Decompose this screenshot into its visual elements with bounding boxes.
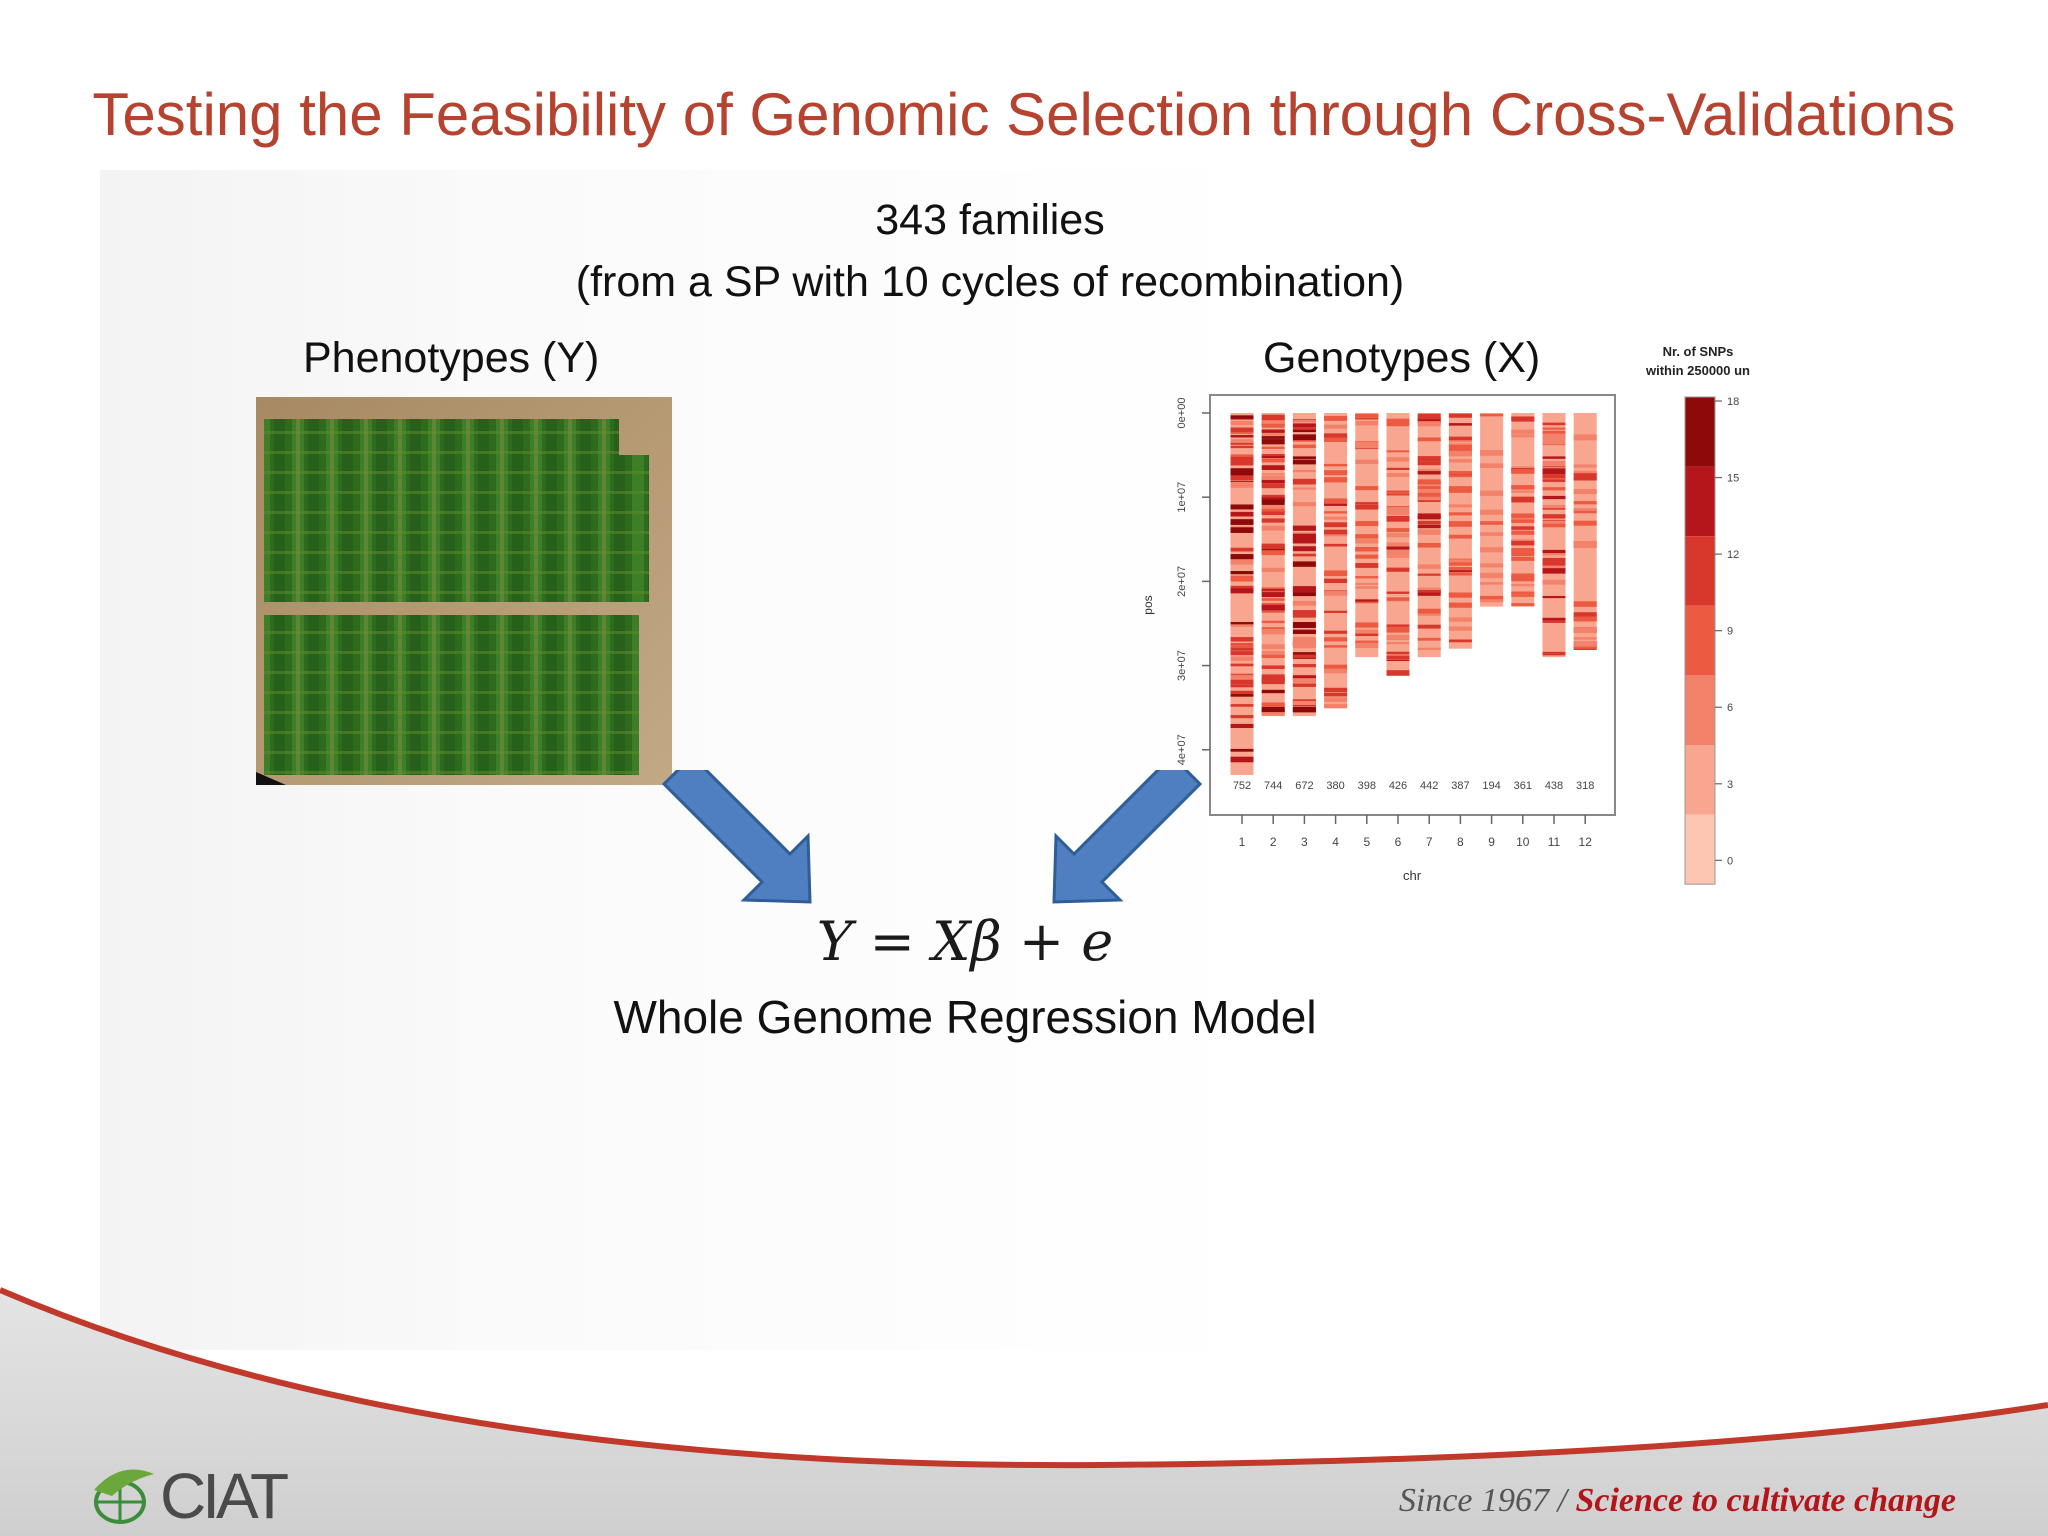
x-tick-label: 3 (1301, 835, 1308, 849)
model-label: Whole Genome Regression Model (613, 991, 1317, 1043)
legend-swatch (1685, 745, 1715, 815)
legend-tick-label: 3 (1727, 779, 1733, 791)
x-tick-label: 5 (1363, 835, 1370, 849)
y-tick-label: 3e+07 (1176, 650, 1188, 681)
legend-swatch (1685, 814, 1715, 885)
legend-tick-label: 15 (1727, 473, 1739, 485)
chromosome-bar (1355, 413, 1379, 658)
x-tick-label: 1 (1239, 835, 1246, 849)
arrow-left-icon (661, 770, 812, 904)
snp-count-label: 361 (1514, 780, 1532, 792)
chromosome-bar (1230, 413, 1254, 775)
genotypes-label: Genotypes (X) (1263, 334, 1541, 382)
legend: Nr. of SNPs within 250000 un 18 15 12 9 6 3 0 (1645, 344, 1750, 885)
legend-swatch (1685, 466, 1715, 537)
snp-count-labels: 752 744 672 380 398 426 442 387 194 361 438 318 (1233, 780, 1595, 792)
x-axis: 1 2 3 4 5 6 7 8 9 10 11 12 (1239, 815, 1593, 849)
legend-tick-label: 18 (1727, 396, 1739, 408)
chromosome-bar (1511, 413, 1535, 607)
snp-count-label: 194 (1482, 780, 1500, 792)
chromosome-bar (1292, 413, 1316, 717)
arrow-right-icon (1052, 770, 1203, 904)
legend-tick-label: 6 (1727, 702, 1733, 714)
subtitle-families: 343 families (875, 196, 1105, 244)
x-tick-label: 9 (1488, 835, 1495, 849)
snp-count-label: 380 (1326, 780, 1344, 792)
x-tick-label: 7 (1426, 835, 1433, 849)
chromosome-bars (1230, 413, 1597, 775)
x-tick-label: 12 (1579, 835, 1593, 849)
snp-count-label: 442 (1420, 780, 1438, 792)
logo-text: CIAT (160, 1460, 289, 1532)
chromosome-bar (1386, 413, 1410, 676)
legend-title-line1: Nr. of SNPs (1663, 344, 1734, 359)
arrows-layer (661, 770, 1203, 904)
x-tick-label: 4 (1332, 835, 1339, 849)
field-photo (256, 397, 672, 785)
ciat-logo: CIAT (90, 1460, 289, 1532)
field-plots-image (256, 397, 672, 785)
legend-swatch (1685, 605, 1715, 676)
regression-equation: Y = Xβ + e (816, 910, 1114, 973)
legend-swatch (1685, 536, 1715, 606)
y-tick-label: 4e+07 (1176, 734, 1188, 765)
chromosome-bar (1573, 413, 1597, 650)
x-tick-label: 8 (1457, 835, 1464, 849)
legend-swatch (1685, 675, 1715, 745)
y-tick-label: 2e+07 (1176, 566, 1188, 597)
y-axis-label: pos (1141, 595, 1155, 614)
phenotypes-label: Phenotypes (Y) (303, 334, 600, 382)
snp-count-label: 387 (1451, 780, 1469, 792)
x-tick-label: 11 (1548, 835, 1561, 849)
snp-count-label: 398 (1358, 780, 1376, 792)
y-tick-label: 0e+00 (1176, 398, 1188, 429)
y-axis: 0e+00 1e+07 2e+07 3e+07 4e+07 (1176, 398, 1210, 765)
legend-tick-label: 12 (1727, 549, 1739, 561)
tagline-prefix: Since 1967 / (1398, 1482, 1576, 1519)
chromosome-bar (1542, 413, 1566, 658)
chromosome-bar (1448, 413, 1472, 649)
x-tick-label: 6 (1395, 835, 1402, 849)
y-tick-label: 1e+07 (1176, 482, 1188, 513)
legend-swatch (1685, 397, 1715, 467)
snp-count-label: 438 (1545, 780, 1563, 792)
legend-tick-label: 0 (1727, 855, 1733, 867)
legend-title-line2: within 250000 un (1645, 363, 1750, 378)
slide-title: Testing the Feasibility of Genomic Selec… (92, 81, 1956, 148)
chromosome-bar (1261, 413, 1285, 717)
legend-tick-label: 9 (1727, 626, 1733, 638)
ciat-leaf-globe-icon (94, 1469, 154, 1524)
tagline: Since 1967 / Science to cultivate change (1399, 1482, 1956, 1520)
snp-count-label: 744 (1264, 780, 1282, 792)
chromosome-bar (1417, 413, 1441, 658)
snp-count-label: 318 (1576, 780, 1594, 792)
x-tick-label: 2 (1270, 835, 1277, 849)
x-tick-label: 10 (1516, 835, 1530, 849)
tagline-emphasis: Science to cultivate change (1575, 1482, 1956, 1519)
footer-background (0, 1287, 2048, 1536)
chromosome-bar (1324, 413, 1348, 709)
snp-count-label: 672 (1295, 780, 1313, 792)
snp-count-label: 426 (1389, 780, 1407, 792)
subtitle-recombination: (from a SP with 10 cycles of recombinati… (575, 258, 1405, 306)
chromosome-bar (1480, 413, 1504, 607)
x-axis-label: chr (1403, 868, 1422, 883)
snp-count-label: 752 (1233, 780, 1251, 792)
